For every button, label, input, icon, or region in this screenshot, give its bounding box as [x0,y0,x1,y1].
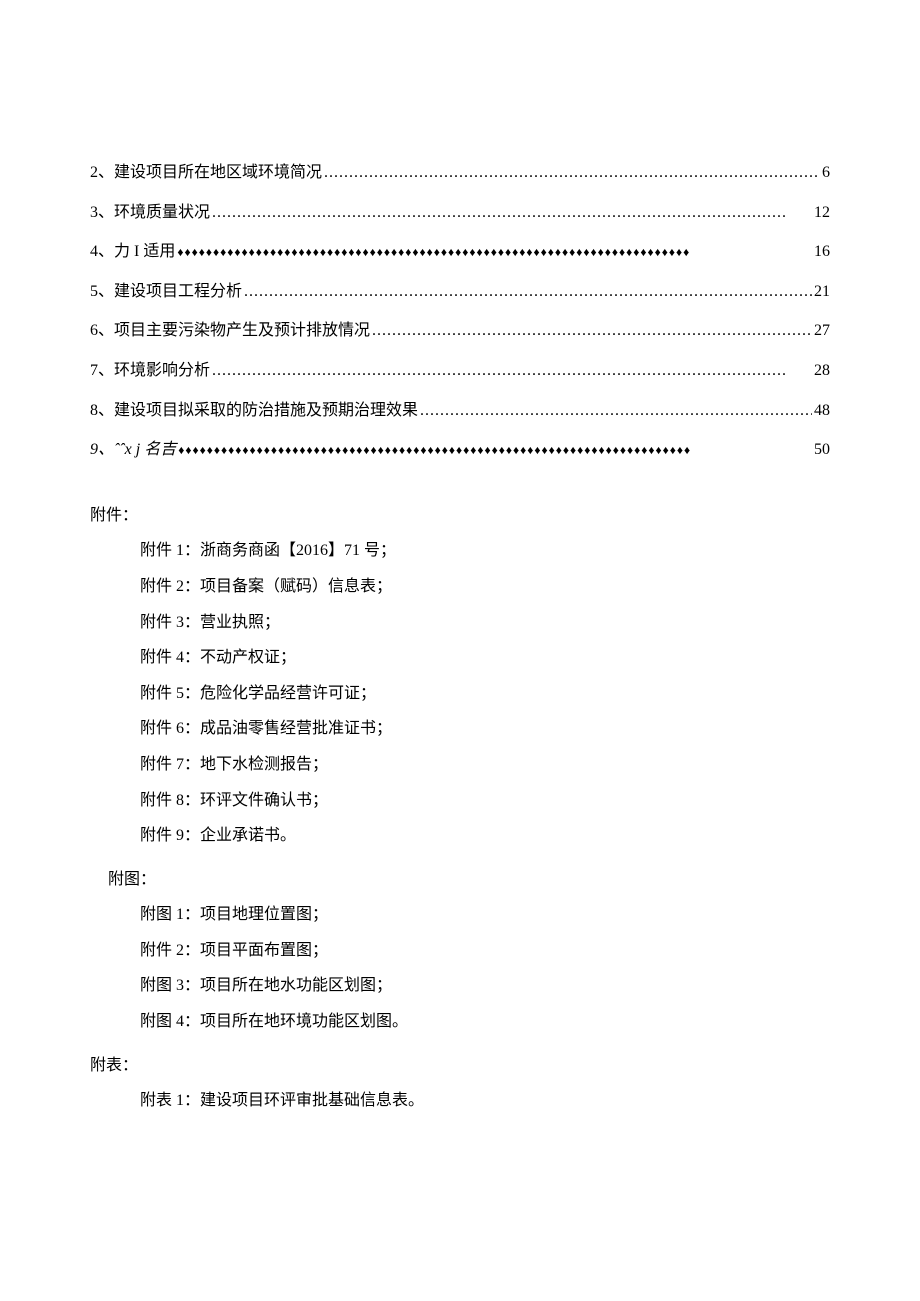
toc-label: 7、 [90,358,114,384]
toc-title: 建设项目所在地区域环境简况 [114,160,322,186]
toc-page: 48 [814,398,830,424]
toc-page: 21 [814,279,830,305]
toc-label: 2、 [90,160,114,186]
attachment-item: 附图 3：项目所在地水功能区划图； [140,973,830,999]
toc-page: 50 [814,437,830,463]
table-of-contents: 2、建设项目所在地区域环境简况63、环境质量状况124、力 I 适用165、建设… [90,160,830,463]
toc-leader [420,398,812,424]
attachment-item: 附件 5：危险化学品经营许可证； [140,681,830,707]
toc-label: 9、 [90,437,114,463]
toc-title: 建设项目拟采取的防治措施及预期治理效果 [114,398,418,424]
attachment-item: 附件 8：环评文件确认书； [140,788,830,814]
toc-item: 9、ˆˆx j 名吉 50 [90,437,830,463]
toc-leader [324,160,820,186]
toc-item: 4、力 I 适用 16 [90,239,830,265]
attachment-item: 附件 9：企业承诺书。 [140,823,830,849]
toc-item: 8、建设项目拟采取的防治措施及预期治理效果 48 [90,398,830,424]
toc-leader [212,200,812,226]
toc-page: 27 [814,318,830,344]
toc-leader [372,318,812,344]
attachment-item: 附件 4：不动产权证； [140,645,830,671]
attachment-list-figures: 附图 1：项目地理位置图； 附件 2：项目平面布置图； 附图 3：项目所在地水功能区… [90,902,830,1034]
toc-item: 6、项目主要污染物产生及预计排放情况 27 [90,318,830,344]
attachment-item: 附图 4：项目所在地环境功能区划图。 [140,1009,830,1035]
toc-leader [178,437,812,463]
toc-item: 2、建设项目所在地区域环境简况 6 [90,160,830,186]
attachment-item: 附件 3：营业执照； [140,610,830,636]
toc-title: 环境影响分析 [114,358,210,384]
toc-item: 7、环境影响分析 28 [90,358,830,384]
toc-label: 8、 [90,398,114,424]
toc-page: 28 [814,358,830,384]
toc-page: 12 [814,200,830,226]
toc-page: 6 [822,160,830,186]
toc-label: 3、 [90,200,114,226]
toc-leader [177,239,812,265]
toc-page: 16 [814,239,830,265]
attachment-heading-files: 附件： [90,503,830,529]
toc-title: 项目主要污染物产生及预计排放情况 [114,318,370,344]
attachment-item: 附件 2：项目备案（赋码）信息表； [140,574,830,600]
toc-item: 3、环境质量状况 12 [90,200,830,226]
attachment-item: 附件 7：地下水检测报告； [140,752,830,778]
toc-title: 建设项目工程分析 [114,279,242,305]
toc-title: 环境质量状况 [114,200,210,226]
toc-leader [212,358,812,384]
toc-title: ˆˆx j 名吉 [114,437,176,463]
toc-label: 5、 [90,279,114,305]
attachment-item: 附件 2：项目平面布置图； [140,938,830,964]
attachment-heading-figures: 附图： [90,867,830,893]
attachment-item: 附件 1：浙商务商函【2016】71 号； [140,538,830,564]
toc-label: 6、 [90,318,114,344]
toc-title: 力 I 适用 [114,239,175,265]
attachment-item: 附表 1：建设项目环评审批基础信息表。 [140,1088,830,1114]
attachments-section: 附件： 附件 1：浙商务商函【2016】71 号； 附件 2：项目备案（赋码）信息表… [90,503,830,1114]
toc-leader [244,279,812,305]
toc-item: 5、建设项目工程分析 21 [90,279,830,305]
attachment-item: 附件 6：成品油零售经营批准证书； [140,716,830,742]
attachment-item: 附图 1：项目地理位置图； [140,902,830,928]
toc-label: 4、 [90,239,114,265]
attachment-list-tables: 附表 1：建设项目环评审批基础信息表。 [90,1088,830,1114]
attachment-heading-tables: 附表： [90,1053,830,1079]
attachment-list-files: 附件 1：浙商务商函【2016】71 号； 附件 2：项目备案（赋码）信息表； 附件… [90,538,830,848]
